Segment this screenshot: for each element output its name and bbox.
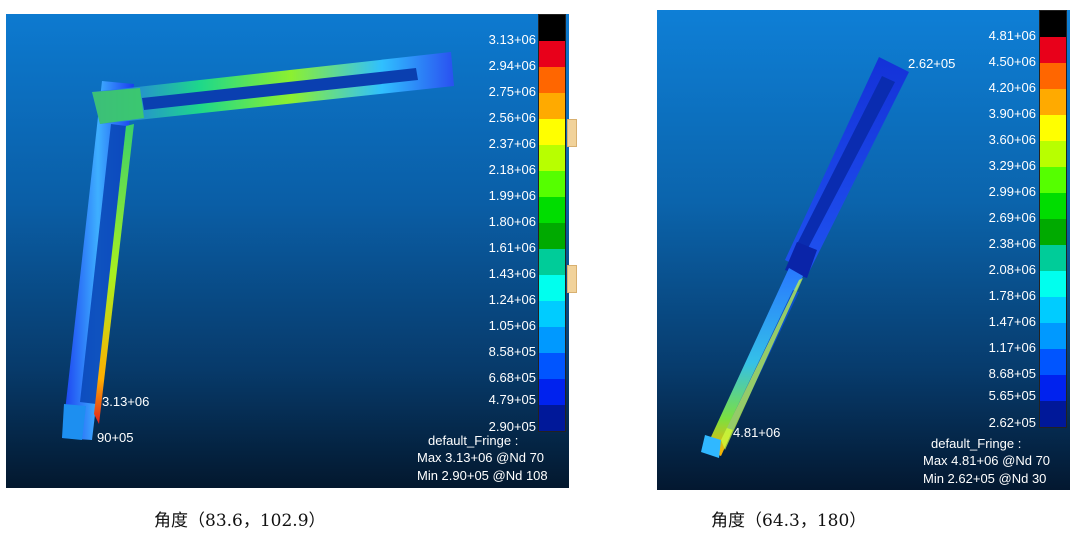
legend-label: 3.29+06 xyxy=(988,158,1036,173)
legend-label: 1.61+06 xyxy=(488,240,536,255)
legend-swatch xyxy=(1040,89,1066,115)
panel-edge-tab xyxy=(567,119,577,147)
legend-label: 2.56+06 xyxy=(488,110,536,125)
legend-label: 2.69+06 xyxy=(988,210,1036,225)
legend-label: 2.08+06 xyxy=(988,262,1036,277)
legend-label: 1.47+06 xyxy=(988,314,1036,329)
legend-swatch xyxy=(539,41,565,67)
legend-label: 3.13+06 xyxy=(488,32,536,47)
legend-label: 2.18+06 xyxy=(488,162,536,177)
legend-label: 8.68+05 xyxy=(988,366,1036,381)
fringe-plot-left: 3.13+06 90+05 3.13+06 2.94+06 2.75+06 2.56+… xyxy=(6,14,569,488)
legend-label: 3.60+06 xyxy=(988,132,1036,147)
legend-swatch xyxy=(1040,349,1066,375)
panel-edge-tab xyxy=(567,265,577,293)
legend-label: 4.79+05 xyxy=(488,392,536,407)
legend-label: 4.81+06 xyxy=(988,28,1036,43)
legend-swatch xyxy=(539,145,565,171)
legend-label: 1.99+06 xyxy=(488,188,536,203)
legend-swatch xyxy=(1040,141,1066,167)
legend-swatch xyxy=(539,353,565,379)
caption-left: 角度（83.6，102.9） xyxy=(154,511,326,531)
fringe-title: default_Fringe : xyxy=(931,436,1022,451)
legend-label: 1.05+06 xyxy=(488,318,536,333)
legend-label: 3.90+06 xyxy=(988,106,1036,121)
linkage-model-right xyxy=(701,57,909,458)
legend-swatch xyxy=(539,327,565,353)
legend-swatch xyxy=(1040,245,1066,271)
legend-label: 8.58+05 xyxy=(488,344,536,359)
legend-swatch xyxy=(539,197,565,223)
legend-swatch xyxy=(539,275,565,301)
min-node-label: 90+05 xyxy=(97,430,134,445)
legend-swatch xyxy=(539,93,565,119)
legend-label: 2.75+06 xyxy=(488,84,536,99)
legend-label: 1.43+06 xyxy=(488,266,536,281)
legend-label: 1.80+06 xyxy=(488,214,536,229)
legend-swatch xyxy=(1040,63,1066,89)
fringe-legend: 4.81+06 4.50+06 4.20+06 3.90+06 3.60+06 3.29+… xyxy=(971,10,1068,434)
legend-swatch xyxy=(539,223,565,249)
right-lower-link xyxy=(705,268,803,456)
fringe-min: Min 2.62+05 @Nd 30 xyxy=(923,471,1047,486)
fringe-plot-right: 2.62+05 4.81+06 4.81+06 4.50+06 4.20+06 3.9… xyxy=(657,10,1070,490)
fringe-legend: 3.13+06 2.94+06 2.75+06 2.56+06 2.37+06 2.18+… xyxy=(472,14,567,434)
legend-swatch xyxy=(1040,297,1066,323)
legend-swatch xyxy=(1040,37,1066,63)
legend-swatch xyxy=(539,15,565,41)
legend-swatch xyxy=(1040,115,1066,141)
legend-label: 4.20+06 xyxy=(988,80,1036,95)
legend-swatch xyxy=(539,119,565,145)
legend-swatch xyxy=(539,379,565,405)
legend-label: 2.38+06 xyxy=(988,236,1036,251)
min-node-label: 2.62+05 xyxy=(908,56,956,71)
max-node-label: 4.81+06 xyxy=(733,425,781,440)
legend-swatch xyxy=(539,405,565,431)
legend-swatch xyxy=(539,171,565,197)
legend-swatch xyxy=(1040,375,1066,401)
legend-label: 6.68+05 xyxy=(488,370,536,385)
fringe-title: default_Fringe : xyxy=(428,433,519,448)
legend-label: 1.17+06 xyxy=(988,340,1036,355)
legend-color-bar xyxy=(538,14,566,432)
legend-color-bar xyxy=(1039,10,1067,428)
legend-swatch xyxy=(1040,11,1066,37)
legend-label: 2.62+05 xyxy=(988,415,1036,430)
legend-label: 2.94+06 xyxy=(488,58,536,73)
legend-label: 5.65+05 xyxy=(988,388,1036,403)
fringe-min: Min 2.90+05 @Nd 108 xyxy=(417,468,548,483)
legend-swatch xyxy=(1040,167,1066,193)
legend-swatch xyxy=(1040,193,1066,219)
legend-label: 2.99+06 xyxy=(988,184,1036,199)
legend-label: 1.78+06 xyxy=(988,288,1036,303)
legend-label: 2.37+06 xyxy=(488,136,536,151)
legend-label: 1.24+06 xyxy=(488,292,536,307)
legend-label: 2.90+05 xyxy=(488,419,536,434)
legend-swatch xyxy=(1040,401,1066,427)
legend-label: 4.50+06 xyxy=(988,54,1036,69)
fringe-max: Max 3.13+06 @Nd 70 xyxy=(417,450,545,465)
legend-swatch xyxy=(1040,219,1066,245)
fringe-max: Max 4.81+06 @Nd 70 xyxy=(923,453,1051,468)
legend-swatch xyxy=(539,301,565,327)
legend-swatch xyxy=(539,67,565,93)
legend-swatch xyxy=(1040,271,1066,297)
legend-swatch xyxy=(539,249,565,275)
legend-swatch xyxy=(1040,323,1066,349)
caption-right: 角度（64.3，180） xyxy=(711,511,867,531)
max-node-label: 3.13+06 xyxy=(102,394,150,409)
linkage-model-left xyxy=(62,52,454,440)
